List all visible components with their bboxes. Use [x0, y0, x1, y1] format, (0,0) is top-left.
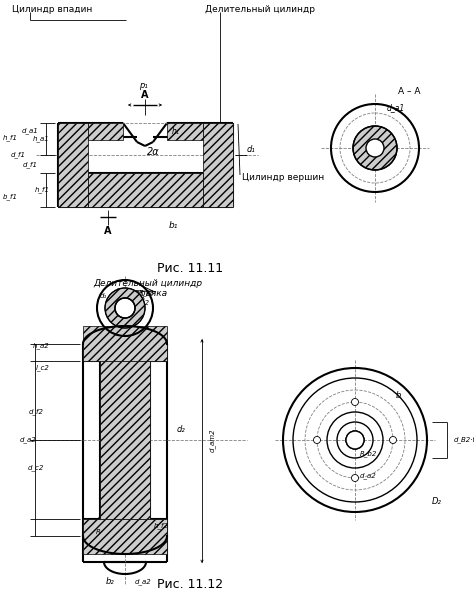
Circle shape [390, 436, 396, 444]
Bar [100, 361, 150, 519]
Text: d₁: d₁ [100, 293, 107, 299]
Text: А: А [141, 90, 149, 100]
Circle shape [346, 431, 364, 449]
Text: b₁: b₁ [168, 220, 178, 229]
Text: А – А: А – А [398, 87, 420, 97]
Text: d_c2: d_c2 [27, 464, 44, 472]
Text: Делительный цилиндр: Делительный цилиндр [205, 4, 315, 13]
Text: e: e [140, 296, 145, 305]
Text: h_a2: h_a2 [33, 342, 50, 350]
Bar [83, 326, 167, 361]
Text: D₂: D₂ [432, 498, 442, 506]
Circle shape [313, 436, 320, 444]
Text: d_a1: d_a1 [387, 104, 405, 112]
Wedge shape [346, 431, 364, 449]
Text: p₁: p₁ [138, 81, 147, 90]
Bar [167, 123, 203, 140]
Text: d_a1: d_a1 [21, 127, 38, 134]
Text: d_f1: d_f1 [23, 161, 38, 168]
Text: А: А [104, 226, 112, 236]
Text: d_f2: d_f2 [29, 409, 44, 415]
Text: Цилиндр впадин: Цилиндр впадин [12, 4, 92, 13]
Text: d_a2: d_a2 [135, 578, 151, 585]
Text: червяка: червяка [129, 290, 167, 299]
Bar [88, 123, 123, 140]
Text: h_a1: h_a1 [33, 135, 50, 143]
Circle shape [352, 399, 358, 405]
Text: d_a2: d_a2 [360, 473, 377, 480]
Text: d_a2: d_a2 [19, 436, 36, 443]
Text: h_f1: h_f1 [3, 135, 18, 141]
Text: Рис. 11.12: Рис. 11.12 [157, 578, 223, 591]
Bar [58, 123, 88, 207]
Circle shape [346, 431, 364, 449]
Text: h_f1: h_f1 [35, 186, 50, 194]
Text: h_f2: h_f2 [154, 523, 169, 529]
Text: l_c2: l_c2 [36, 365, 50, 371]
Text: d_f1: d_f1 [11, 152, 26, 158]
Bar [83, 519, 167, 554]
Text: d₁: d₁ [246, 144, 255, 154]
Text: Рис. 11.11: Рис. 11.11 [157, 262, 223, 274]
Text: R_f2: R_f2 [139, 290, 155, 296]
Circle shape [352, 475, 358, 481]
Text: Цилиндр вершин: Цилиндр вершин [242, 172, 324, 181]
Text: R_b2: R_b2 [360, 450, 377, 458]
Text: d_B2·t₁: d_B2·t₁ [454, 436, 474, 444]
Text: b_f1: b_f1 [3, 194, 18, 200]
Text: R_a2: R_a2 [133, 300, 150, 307]
Text: d₂: d₂ [177, 426, 186, 435]
Circle shape [115, 298, 135, 318]
Text: d_am2: d_am2 [209, 428, 216, 452]
Text: Делительный цилиндр: Делительный цилиндр [93, 279, 202, 288]
Text: b₂: b₂ [106, 577, 114, 586]
Wedge shape [105, 288, 145, 328]
Text: 2α: 2α [146, 147, 159, 157]
Bar [203, 123, 233, 207]
Text: h₁: h₁ [172, 126, 180, 135]
Text: R: R [96, 529, 100, 535]
Circle shape [366, 139, 384, 157]
Text: b: b [396, 392, 401, 401]
Bar [88, 173, 203, 207]
Wedge shape [353, 126, 397, 170]
